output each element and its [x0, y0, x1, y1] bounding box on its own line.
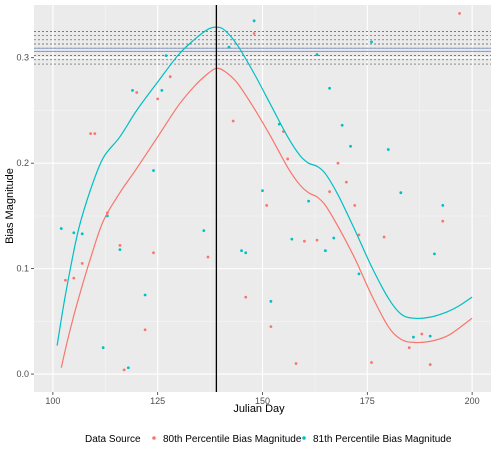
- data-point-80th: [122, 368, 126, 372]
- data-point-80th: [252, 32, 256, 35]
- legend-marker-80th: [152, 436, 156, 440]
- y-tick-label: 0.2: [16, 158, 29, 168]
- data-point-80th: [89, 132, 93, 136]
- y-axis-ticks: 0.0 0.1 0.2 0.3: [16, 53, 34, 379]
- data-point-81th: [357, 272, 361, 276]
- y-tick-label: 0.1: [16, 264, 29, 274]
- data-point-81th: [290, 237, 294, 241]
- data-point-81th: [261, 189, 264, 192]
- data-point-81th: [152, 169, 155, 172]
- data-point-81th: [386, 148, 390, 151]
- data-point-81th: [160, 89, 164, 92]
- data-point-81th: [340, 123, 344, 127]
- x-axis-ticks: 100 125 150 175 200: [45, 392, 480, 406]
- data-point-80th: [72, 276, 76, 280]
- legend-marker-81th: [302, 436, 306, 440]
- data-point-80th: [382, 235, 386, 239]
- data-point-80th: [206, 255, 210, 259]
- data-point-81th: [441, 203, 445, 207]
- data-point-80th: [168, 75, 172, 79]
- data-point-80th: [336, 161, 340, 165]
- data-point-81th: [370, 40, 373, 44]
- smooth-curve-81th: [56, 26, 473, 346]
- data-point-81th: [164, 54, 168, 58]
- x-axis-title: Julian Day: [233, 403, 285, 415]
- legend-title: Data Source: [85, 434, 141, 445]
- data-point-80th: [244, 295, 248, 299]
- data-point-80th: [93, 132, 97, 136]
- x-tick-label: 125: [150, 396, 165, 406]
- data-point-80th: [143, 328, 147, 332]
- data-point-80th: [118, 244, 122, 247]
- legend: Data Source 80th Percentile Bias Magnitu…: [85, 434, 452, 445]
- data-point-80th: [286, 157, 290, 161]
- data-point-81th: [323, 249, 327, 253]
- data-point-80th: [231, 119, 235, 123]
- data-point-81th: [126, 366, 130, 370]
- data-point-80th: [407, 346, 411, 350]
- data-point-80th: [357, 233, 361, 237]
- data-point-81th: [227, 45, 231, 49]
- data-point-81th: [349, 144, 352, 148]
- data-point-81th: [332, 236, 336, 240]
- y-tick-label: 0.3: [16, 53, 29, 63]
- data-point-80th: [441, 219, 445, 223]
- data-point-80th: [156, 97, 160, 101]
- data-point-81th: [80, 232, 84, 236]
- smooth-curve-80th: [60, 67, 473, 368]
- data-point-81th: [328, 86, 331, 90]
- data-point-80th: [135, 91, 139, 94]
- x-tick-label: 175: [360, 396, 375, 406]
- data-point-80th: [265, 203, 269, 207]
- smooth-curves: [56, 26, 473, 368]
- data-point-81th: [428, 334, 432, 338]
- data-point-80th: [303, 239, 306, 243]
- data-point-81th: [72, 231, 76, 235]
- data-point-80th: [344, 180, 348, 184]
- data-point-81th: [244, 251, 248, 255]
- data-point-80th: [64, 278, 67, 282]
- data-point-80th: [458, 12, 461, 15]
- horizontal-reference-lines: [34, 31, 491, 65]
- data-point-80th: [428, 363, 432, 366]
- data-point-81th: [412, 335, 415, 339]
- data-point-81th: [307, 199, 311, 203]
- data-point-80th: [420, 332, 424, 336]
- data-point-80th: [294, 362, 298, 365]
- data-point-80th: [315, 238, 319, 242]
- data-point-81th: [252, 19, 256, 23]
- legend-entry-80th: 80th Percentile Bias Magnitude: [163, 434, 302, 445]
- data-point-81th: [432, 252, 436, 256]
- data-point-81th: [240, 249, 243, 253]
- data-point-80th: [353, 203, 357, 207]
- x-tick-label: 150: [255, 396, 270, 406]
- data-point-80th: [328, 190, 331, 194]
- x-tick-label: 100: [45, 396, 60, 406]
- y-tick-label: 0.0: [16, 369, 29, 379]
- data-point-81th: [269, 299, 273, 303]
- data-point-81th: [399, 191, 403, 195]
- data-points: [59, 12, 461, 372]
- x-tick-label: 200: [465, 396, 480, 406]
- data-point-80th: [152, 251, 155, 255]
- legend-entry-81th: 81th Percentile Bias Magnitude: [313, 434, 452, 445]
- major-gridlines: [34, 5, 491, 392]
- data-point-81th: [131, 89, 134, 92]
- data-point-80th: [269, 325, 273, 329]
- data-point-81th: [101, 346, 105, 350]
- data-point-81th: [59, 227, 63, 230]
- data-point-81th: [315, 53, 319, 56]
- data-point-80th: [370, 361, 373, 364]
- data-point-81th: [143, 293, 147, 297]
- data-point-80th: [80, 261, 84, 265]
- y-axis-title: Bias Magnitude: [4, 168, 16, 244]
- data-point-81th: [202, 229, 206, 233]
- data-point-81th: [118, 248, 122, 252]
